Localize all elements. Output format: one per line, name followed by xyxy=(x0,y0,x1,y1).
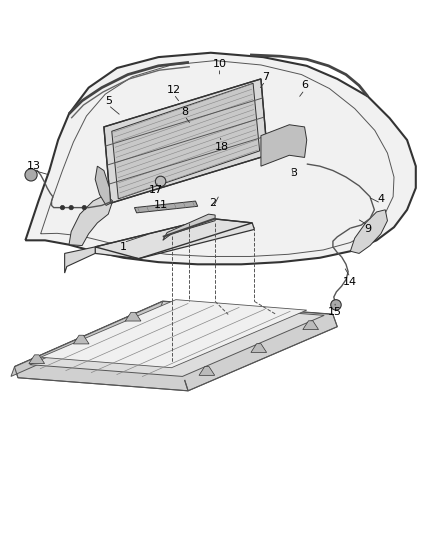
Text: 9: 9 xyxy=(364,224,371,235)
Polygon shape xyxy=(25,53,415,264)
Text: 7: 7 xyxy=(261,72,268,82)
Polygon shape xyxy=(11,301,162,376)
Polygon shape xyxy=(30,304,323,376)
Polygon shape xyxy=(95,219,254,259)
Text: 3: 3 xyxy=(290,168,297,177)
Text: 10: 10 xyxy=(212,59,226,69)
Polygon shape xyxy=(112,83,259,199)
Circle shape xyxy=(82,205,86,210)
Polygon shape xyxy=(73,335,89,344)
Polygon shape xyxy=(95,166,110,205)
Text: 1: 1 xyxy=(120,242,127,252)
Polygon shape xyxy=(162,214,215,240)
Circle shape xyxy=(60,205,64,210)
Polygon shape xyxy=(14,301,332,380)
Text: 12: 12 xyxy=(166,85,180,95)
Text: 8: 8 xyxy=(180,107,188,117)
Text: 11: 11 xyxy=(153,200,167,211)
Polygon shape xyxy=(125,312,141,321)
Circle shape xyxy=(155,176,166,187)
Circle shape xyxy=(69,205,73,210)
Text: 14: 14 xyxy=(343,277,357,287)
Polygon shape xyxy=(260,125,306,166)
Circle shape xyxy=(330,300,340,310)
Polygon shape xyxy=(251,344,266,352)
Polygon shape xyxy=(69,195,113,246)
Text: 5: 5 xyxy=(105,96,112,106)
Text: 17: 17 xyxy=(149,185,163,195)
Polygon shape xyxy=(41,300,306,368)
Polygon shape xyxy=(14,301,336,391)
Polygon shape xyxy=(64,247,95,273)
Text: 2: 2 xyxy=(209,198,216,208)
Text: 4: 4 xyxy=(377,194,384,204)
Text: 13: 13 xyxy=(27,161,41,171)
Polygon shape xyxy=(198,367,214,375)
Text: 6: 6 xyxy=(300,80,307,91)
Polygon shape xyxy=(29,355,45,364)
Polygon shape xyxy=(302,321,318,329)
Polygon shape xyxy=(134,201,197,213)
Polygon shape xyxy=(104,79,267,203)
Circle shape xyxy=(25,169,37,181)
Polygon shape xyxy=(350,210,387,253)
Text: 15: 15 xyxy=(327,308,341,317)
Text: 18: 18 xyxy=(214,142,228,151)
